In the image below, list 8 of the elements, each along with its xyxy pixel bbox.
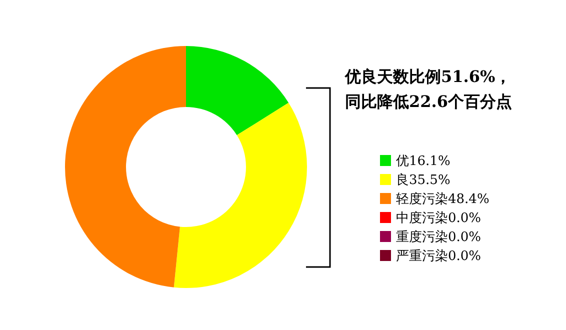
legend-label: 重度污染0.0% bbox=[396, 229, 482, 245]
legend-label: 中度污染0.0% bbox=[396, 210, 482, 226]
text: 优良天数比例51.6%， bbox=[344, 67, 512, 86]
legend-label: 优16.1% bbox=[396, 154, 450, 169]
legend-label: 严重污染0.0% bbox=[396, 249, 482, 264]
text: 同比降低22.6个百分点 bbox=[345, 92, 512, 111]
legend-label: 良35.5% bbox=[396, 173, 450, 188]
legend-label: 轻度污染48.4% bbox=[396, 191, 490, 207]
